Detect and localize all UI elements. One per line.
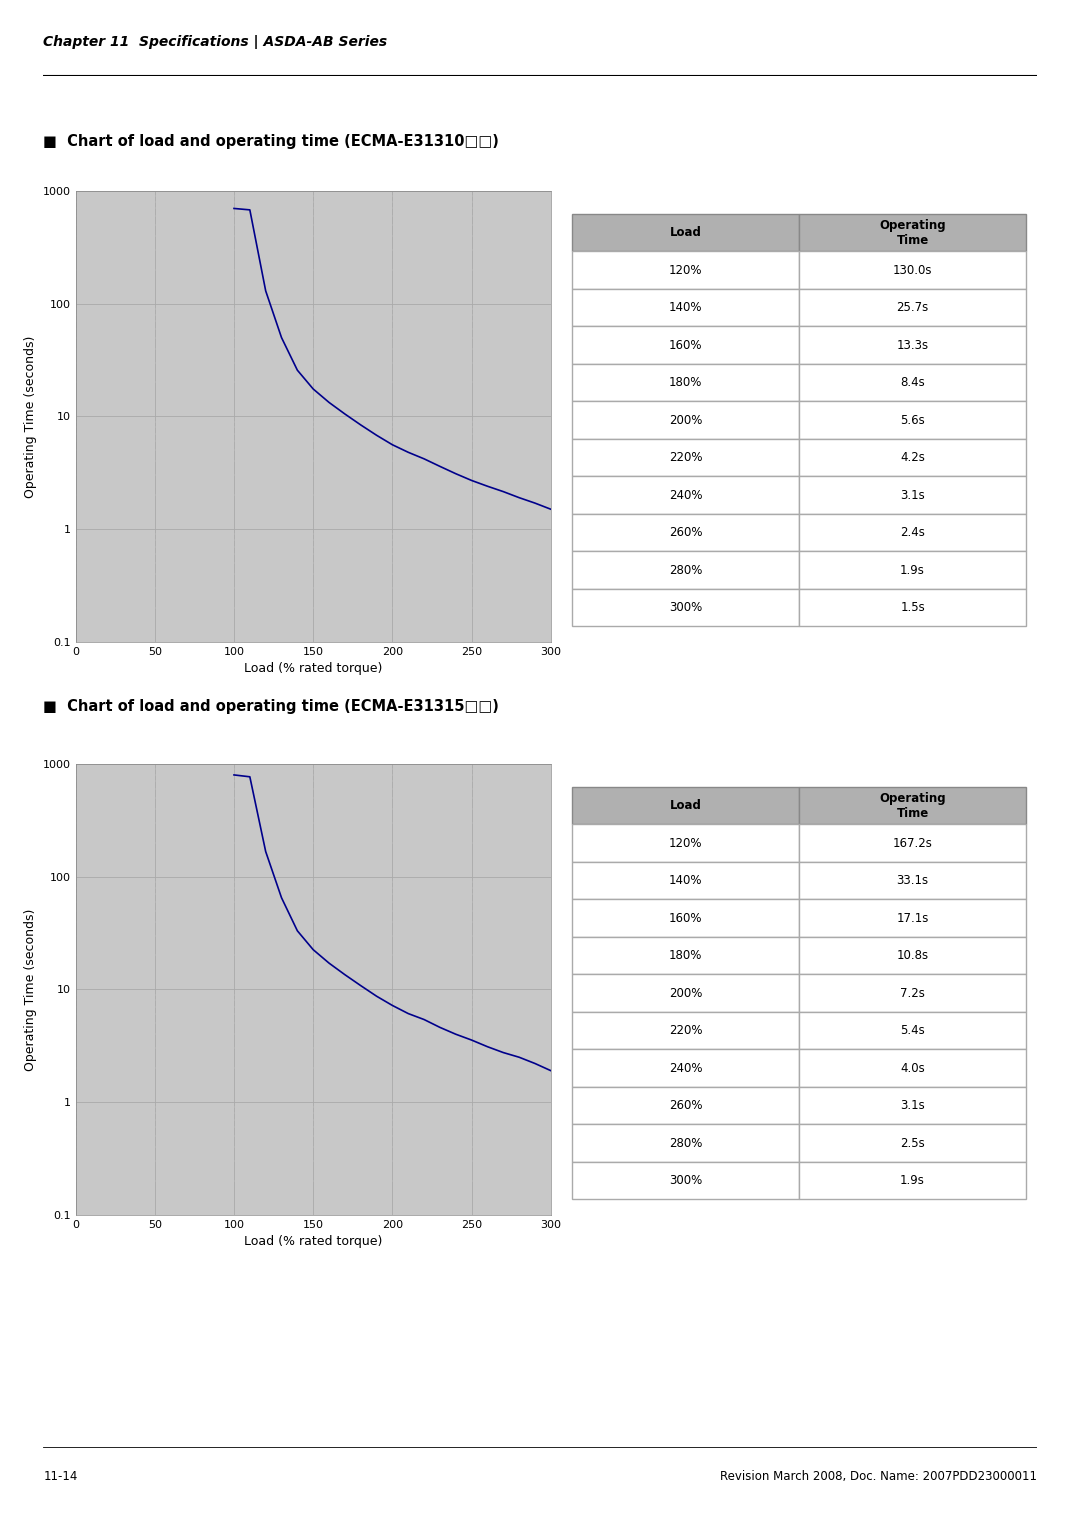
Y-axis label: Operating Time (seconds): Operating Time (seconds) (24, 908, 37, 1071)
Text: ■  Chart of load and operating time (ECMA-E31310□□): ■ Chart of load and operating time (ECMA… (43, 134, 499, 148)
X-axis label: Load (% rated torque): Load (% rated torque) (244, 662, 382, 675)
Text: Chapter 11  Specifications | ASDA-AB Series: Chapter 11 Specifications | ASDA-AB Seri… (43, 35, 388, 49)
Text: Revision March 2008, Doc. Name: 2007PDD23000011: Revision March 2008, Doc. Name: 2007PDD2… (719, 1470, 1037, 1482)
X-axis label: Load (% rated torque): Load (% rated torque) (244, 1235, 382, 1248)
Text: ■  Chart of load and operating time (ECMA-E31315□□): ■ Chart of load and operating time (ECMA… (43, 700, 499, 714)
Text: 11-14: 11-14 (43, 1470, 78, 1482)
Y-axis label: Operating Time (seconds): Operating Time (seconds) (24, 335, 37, 498)
